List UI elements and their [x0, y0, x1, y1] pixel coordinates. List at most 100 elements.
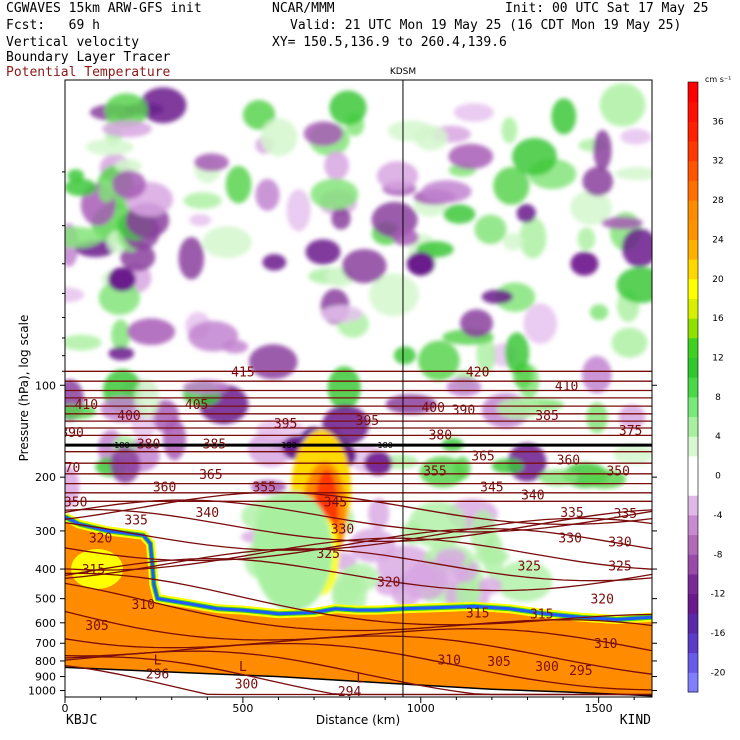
vertical-velocity-cell — [65, 226, 102, 248]
vertical-velocity-cell — [501, 117, 518, 144]
vertical-velocity-cell — [65, 287, 85, 303]
colorbar-swatch — [688, 239, 698, 260]
vertical-velocity-cell — [589, 304, 609, 321]
vertical-velocity-cell — [100, 396, 146, 423]
vertical-velocity-cell — [114, 159, 142, 173]
theta-label: 370 — [57, 461, 80, 476]
vertical-velocity-cell — [225, 165, 252, 204]
colorbar-swatch — [688, 396, 698, 418]
theta-label: 365 — [471, 450, 494, 465]
vertical-velocity-cell — [320, 305, 363, 323]
vertical-velocity-cell — [478, 577, 502, 595]
theta-label: 350 — [64, 495, 87, 510]
theta-label: 300 — [235, 678, 258, 693]
x-tick-label: 1000 — [407, 702, 435, 715]
vertical-velocity-cell — [616, 266, 652, 304]
vertical-velocity-cell — [376, 161, 419, 191]
vertical-velocity-cell — [516, 204, 536, 223]
vertical-velocity-cell — [255, 419, 305, 440]
theta-contour — [65, 610, 652, 652]
theta-label: 315 — [82, 563, 105, 578]
theta-label: 320 — [377, 576, 400, 591]
vertical-velocity-cell — [85, 139, 134, 156]
theta-label: 320 — [590, 593, 613, 608]
theta-label: 345 — [480, 481, 503, 496]
theta-label: 305 — [85, 619, 108, 634]
end-label-right: KIND — [620, 713, 651, 728]
end-label-left: KBJC — [66, 713, 97, 728]
theta-label: 330 — [558, 531, 581, 546]
vertical-velocity-cell — [504, 332, 530, 374]
tracer-edge-blue — [65, 515, 652, 622]
y-tick-label: 400 — [35, 563, 56, 576]
x-tick-label: 1500 — [585, 702, 613, 715]
vertical-velocity-cell — [493, 166, 530, 205]
vertical-velocity-cell — [507, 443, 547, 482]
theta-label: 340 — [521, 489, 544, 504]
vertical-velocity-cell — [387, 120, 434, 142]
vertical-velocity-cell — [260, 118, 298, 157]
vertical-velocity-cell — [419, 456, 466, 488]
vertical-velocity-cell — [523, 303, 557, 344]
theta-label: 310 — [594, 637, 617, 652]
header-field-vertical-velocity: Vertical velocity — [6, 35, 140, 50]
colorbar-swatch — [688, 200, 698, 221]
x-axis-title: Distance (km) — [316, 713, 400, 727]
theta-label: 345 — [324, 495, 347, 510]
tropopause-label: 180 — [281, 441, 296, 450]
vertical-velocity-cell — [392, 228, 419, 246]
colorbar-tick-label: 4 — [715, 432, 721, 442]
y-tick-label: 200 — [35, 471, 56, 484]
colorbar-tick-label: 0 — [715, 472, 721, 482]
colorbar-tick-label: 12 — [712, 353, 723, 363]
theta-contour — [65, 582, 652, 632]
colorbar-tick-label: -8 — [714, 550, 723, 560]
vertical-velocity-cell — [102, 120, 152, 138]
colorbar-tick-label: 24 — [712, 235, 724, 245]
theta-label: 325 — [317, 547, 340, 562]
vertical-velocity-cell — [108, 346, 135, 361]
header-field-potential-temperature: Potential Temperature — [6, 65, 171, 80]
vertical-velocity-cell — [310, 178, 359, 210]
theta-contour — [65, 508, 652, 543]
theta-label: 355 — [423, 464, 446, 479]
colorbar-swatch — [688, 180, 698, 201]
x-tick-label: 500 — [232, 702, 253, 715]
terrain-surface-line — [65, 666, 652, 697]
colorbar-tick-label: -16 — [711, 629, 726, 639]
vertical-velocity-cell — [599, 83, 646, 127]
header-fcst: Fcst: 69 h — [6, 18, 100, 33]
theta-label: 310 — [132, 598, 155, 613]
header-xy: XY= 150.5,136.9 to 260.4,139.6 — [272, 35, 507, 50]
vertical-velocity-cell — [305, 239, 341, 265]
colorbar: 36 32 28 24 20 16 12 8 4 0 -4 -8 -12 -16 -20 — [687, 81, 726, 693]
vertical-velocity-cell — [178, 236, 205, 280]
y-tick-label: 1000 — [28, 685, 56, 698]
theta-label: 300 — [535, 660, 558, 675]
theta-label: 315 — [466, 606, 489, 621]
vertical-velocity-cell — [369, 273, 419, 317]
vertical-velocity-cell — [368, 497, 390, 530]
colorbar-swatch — [688, 573, 698, 595]
colorbar-swatch — [688, 632, 698, 654]
colorbar-swatch — [688, 514, 698, 536]
theta-label: 395 — [356, 414, 379, 429]
station-label-kdsm: KDSM — [390, 67, 416, 77]
theta-label: 365 — [199, 468, 222, 483]
theta-label: 325 — [518, 560, 541, 575]
vertical-velocity-cell — [247, 431, 294, 467]
colorbar-swatch — [688, 672, 698, 693]
vertical-velocity-cell — [476, 334, 496, 375]
vertical-velocity-cell — [385, 394, 437, 415]
theta-label: 330 — [608, 536, 631, 551]
vertical-velocity-cell — [453, 103, 494, 122]
theta-label: 355 — [252, 481, 275, 496]
theta-label: 296 — [146, 668, 169, 683]
colorbar-tick-label: 8 — [715, 393, 721, 403]
theta-contour — [65, 635, 652, 675]
vertical-velocity-cell — [469, 510, 497, 555]
colorbar-tick-label: 20 — [712, 275, 724, 285]
theta-label: 375 — [619, 424, 642, 439]
